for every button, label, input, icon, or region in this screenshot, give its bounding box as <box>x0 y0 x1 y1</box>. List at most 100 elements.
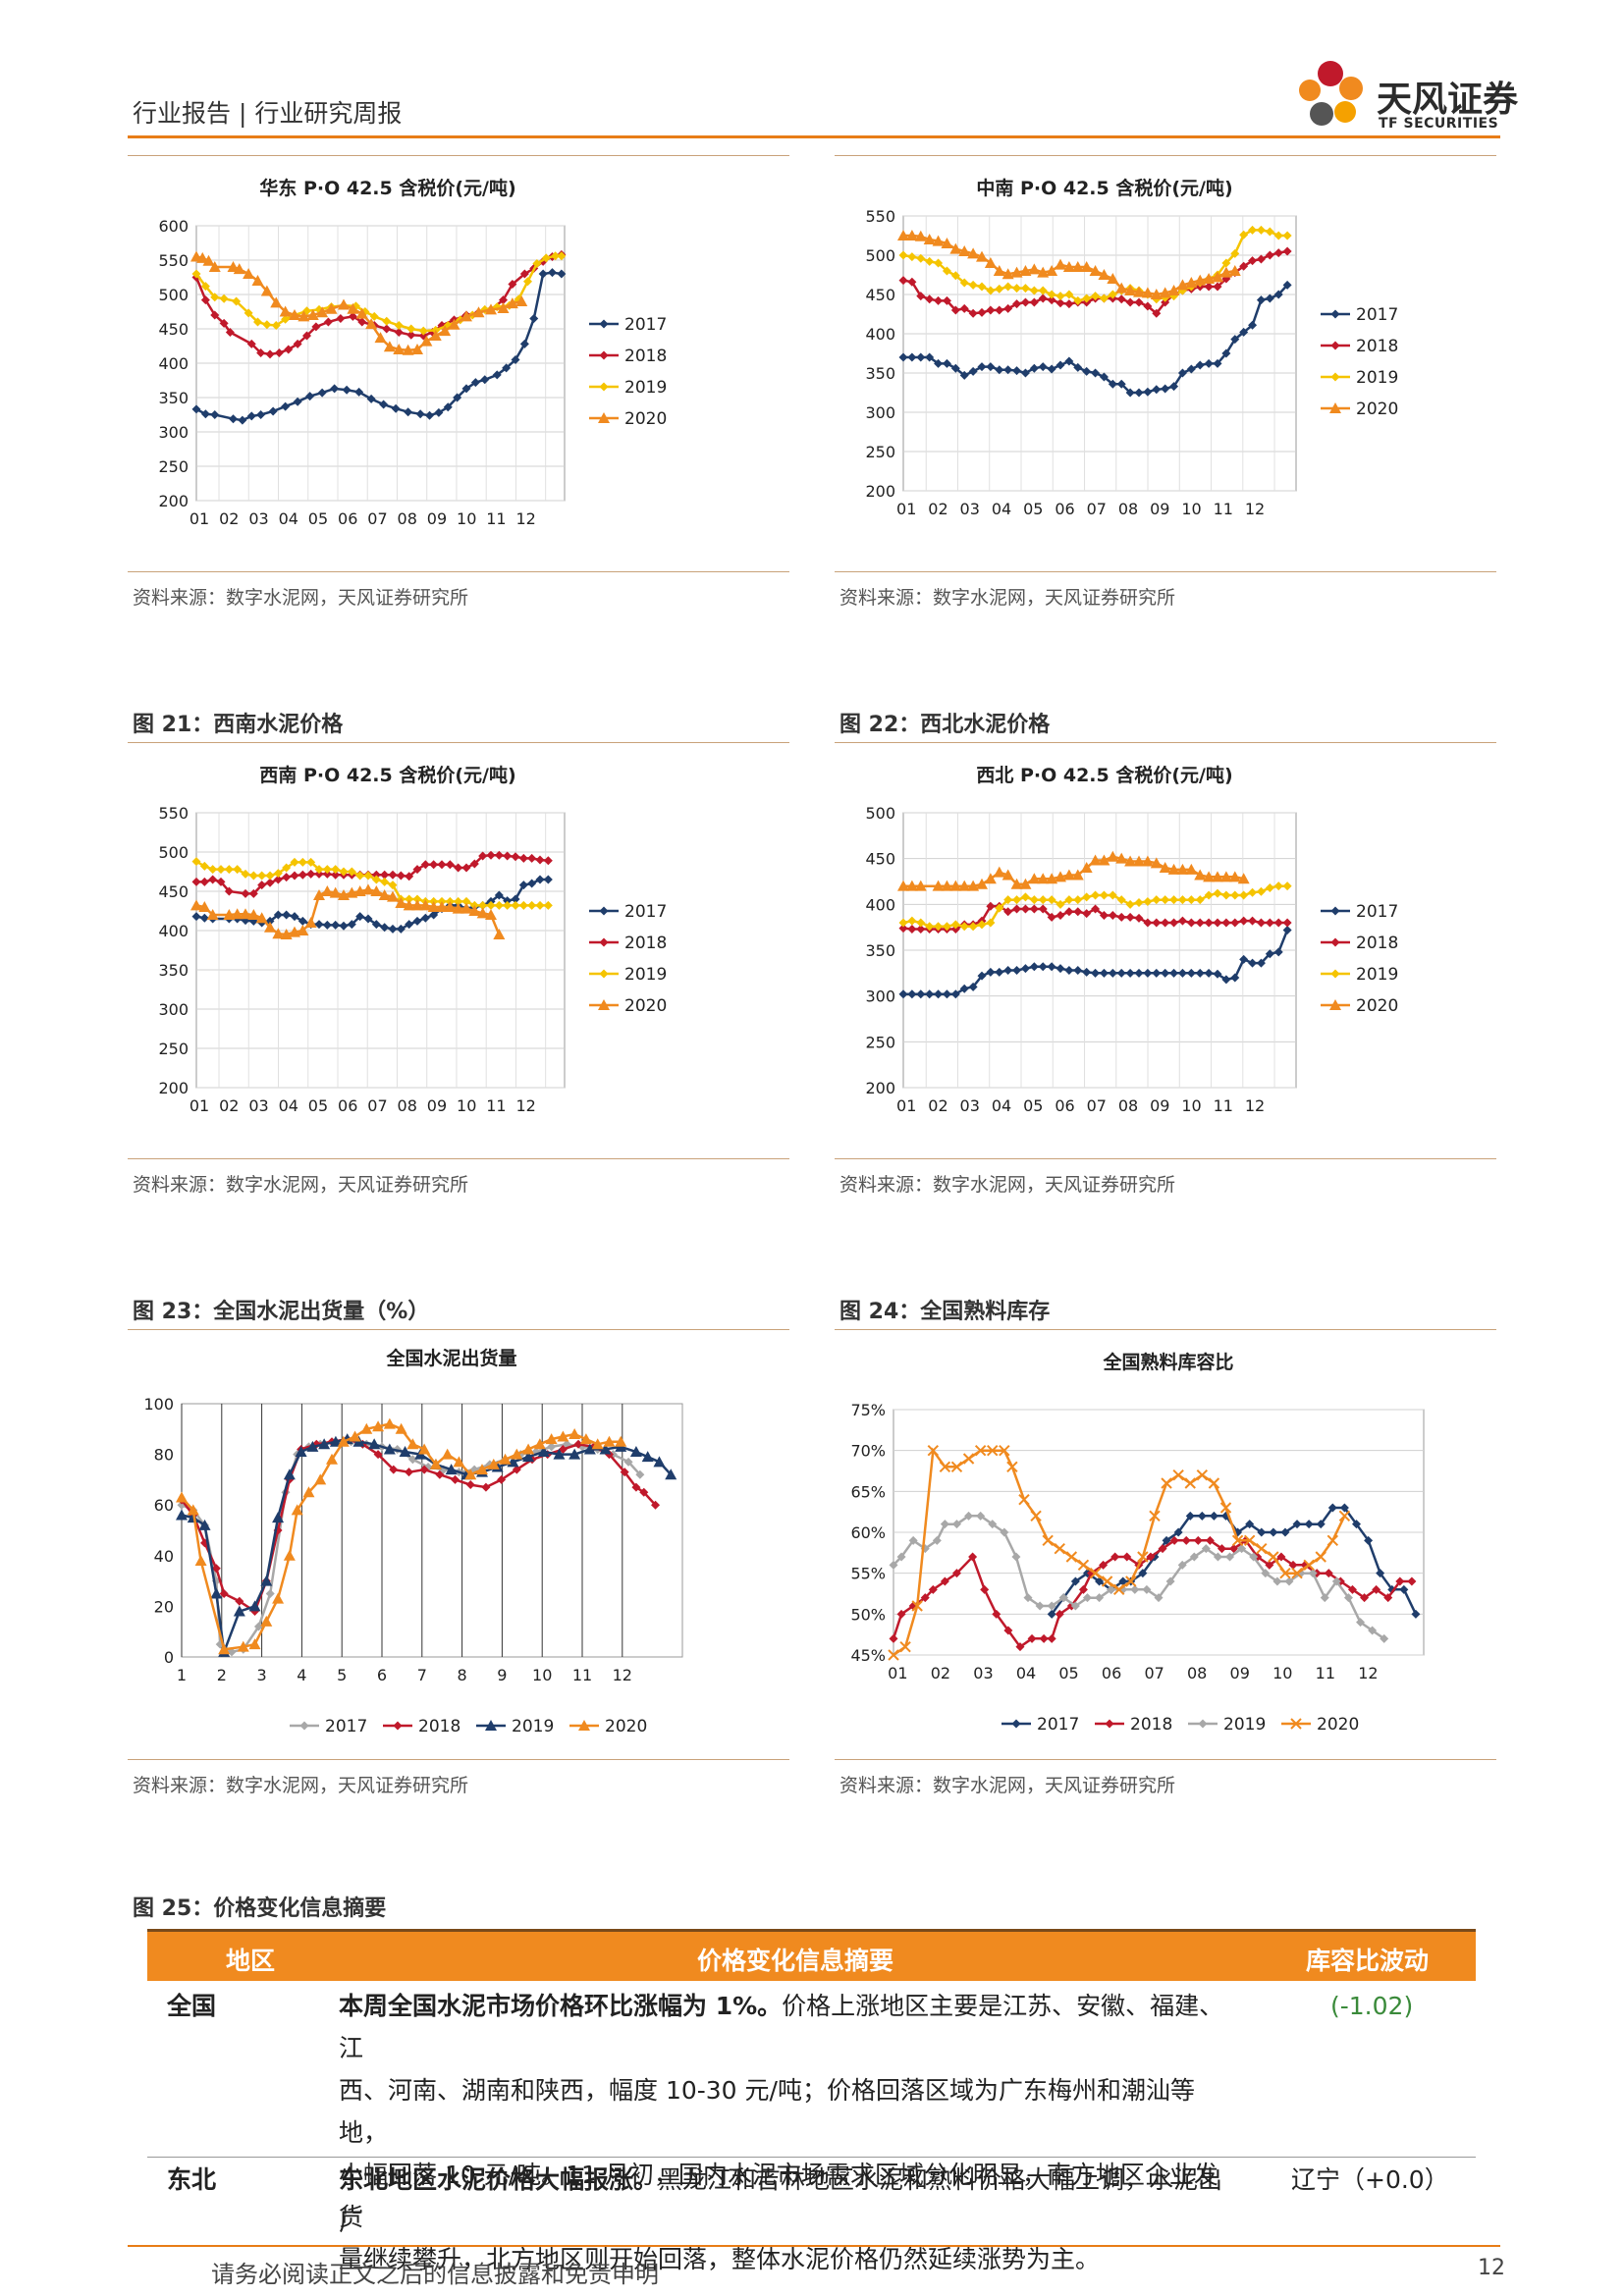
series-2018 <box>889 1535 1417 1652</box>
data-point <box>326 1453 338 1465</box>
y-tick-label: 250 <box>865 443 895 461</box>
data-point <box>365 318 378 330</box>
data-point <box>1141 855 1154 867</box>
data-point <box>210 1587 223 1599</box>
data-point <box>1239 261 1249 271</box>
data-point <box>210 293 220 302</box>
data-point <box>987 1444 999 1457</box>
data-point <box>272 1592 285 1604</box>
x-tick-label: 12 <box>1245 500 1265 518</box>
data-point <box>373 1450 383 1460</box>
data-point <box>454 863 463 873</box>
data-point <box>383 1417 396 1429</box>
data-point <box>1248 256 1258 266</box>
y-tick-label: 450 <box>865 286 895 304</box>
summary-lead: 本周全国水泥市场价格环比涨幅为 1%。 <box>339 1992 783 2020</box>
data-point <box>968 280 978 290</box>
data-point <box>977 282 987 292</box>
data-point <box>388 924 398 934</box>
x-tick-label: 01 <box>888 1664 907 1682</box>
data-point <box>896 1609 906 1619</box>
series-2017 <box>898 925 1292 999</box>
data-point <box>986 305 996 315</box>
data-point <box>1078 1584 1088 1594</box>
data-point <box>511 894 520 904</box>
data-point <box>1020 368 1030 378</box>
x-tick-label: 10 <box>1181 500 1201 518</box>
data-point <box>916 918 926 928</box>
tf-logo: 天风证券 TF SECURITIES <box>1286 49 1522 142</box>
data-point <box>620 1468 629 1477</box>
legend-label: 2017 <box>1037 1715 1079 1735</box>
data-point <box>1082 909 1092 919</box>
data-point <box>942 989 951 999</box>
data-point <box>1056 292 1065 301</box>
data-point <box>907 989 917 999</box>
data-point <box>290 912 299 922</box>
data-point <box>177 1500 187 1510</box>
data-point <box>1099 890 1109 900</box>
figure-caption: 图 24：全国熟料库存 <box>839 1300 1051 1324</box>
data-point <box>240 908 251 920</box>
x-tick-label: 10 <box>532 1666 552 1684</box>
data-point <box>354 387 364 397</box>
data-point <box>1150 857 1163 869</box>
data-point <box>494 900 504 910</box>
chart-huadong: 华东 P·O 42.5 含税价(元/吨) 600 550 500 450 400 350 30… <box>158 177 667 528</box>
data-point <box>241 869 250 879</box>
data-point <box>1105 1719 1114 1729</box>
table-row-divider <box>147 2157 1476 2158</box>
legend-label: 2019 <box>1223 1715 1266 1735</box>
data-point <box>1347 1584 1357 1594</box>
data-point <box>1330 937 1340 947</box>
data-point <box>1248 225 1258 235</box>
y-tick-label: 600 <box>158 217 189 236</box>
x-tick-label: 08 <box>1187 1664 1207 1682</box>
chart-title: 华东 P·O 42.5 含税价(元/吨) <box>259 177 515 199</box>
data-point <box>419 1465 429 1474</box>
data-point <box>527 900 537 910</box>
data-point <box>1029 895 1039 905</box>
data-point <box>238 415 247 425</box>
data-point <box>1177 895 1187 905</box>
data-point <box>1161 918 1170 928</box>
y-tick-label: 550 <box>158 804 189 823</box>
data-point <box>527 879 537 888</box>
y-tick-label: 500 <box>865 804 895 823</box>
data-point <box>1089 854 1102 866</box>
data-point <box>939 1461 951 1473</box>
data-point <box>191 404 201 414</box>
data-point <box>339 867 349 877</box>
data-point <box>302 331 311 341</box>
data-point <box>1029 962 1039 972</box>
data-point <box>223 909 236 920</box>
data-point <box>237 1640 249 1652</box>
data-point <box>651 1500 661 1510</box>
data-point <box>1095 1576 1105 1586</box>
data-point <box>1047 364 1056 374</box>
data-point <box>959 370 969 380</box>
legend-label: 2018 <box>624 934 667 953</box>
data-point <box>191 877 201 886</box>
x-tick-label: 05 <box>1023 1096 1043 1115</box>
data-point <box>977 920 987 930</box>
data-point <box>321 885 334 896</box>
data-point <box>314 1473 327 1485</box>
data-point <box>347 867 356 877</box>
data-point <box>995 903 1004 913</box>
x-tick-label: 11 <box>1214 500 1233 518</box>
data-point <box>1221 258 1231 268</box>
data-point <box>323 317 333 327</box>
x-tick-label: 07 <box>367 1096 387 1115</box>
figure-caption: 图 22：西北水泥价格 <box>839 713 1051 737</box>
data-point <box>1006 1461 1018 1473</box>
data-point <box>522 1451 535 1463</box>
data-point <box>1122 1552 1132 1562</box>
data-point <box>219 294 229 303</box>
x-tick-label: 03 <box>973 1664 993 1682</box>
data-point <box>523 277 532 287</box>
data-point <box>1176 863 1189 875</box>
x-tick-label: 04 <box>279 1096 298 1115</box>
data-point <box>967 247 980 259</box>
data-point <box>316 306 329 318</box>
